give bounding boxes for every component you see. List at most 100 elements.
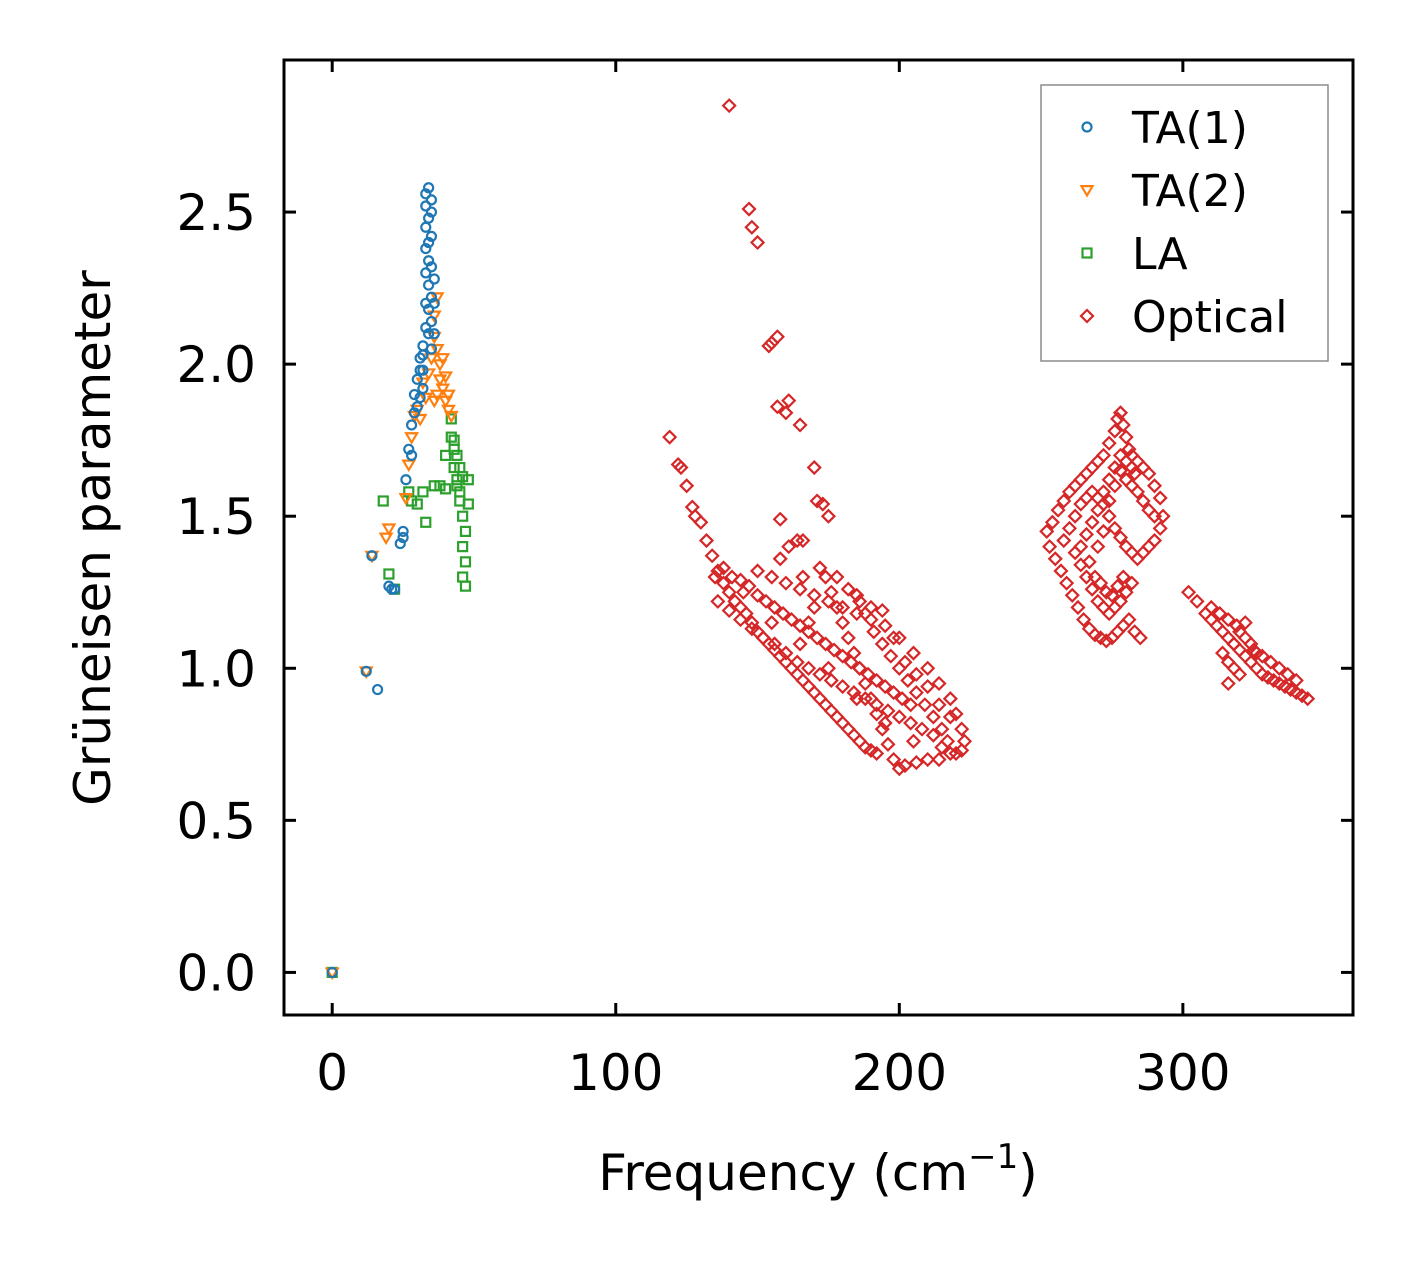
data-point-la [440, 449, 452, 461]
data-point-ta1 [403, 443, 415, 455]
data-point-optical [914, 721, 930, 737]
data-point-optical [744, 615, 760, 631]
data-point-optical [1050, 502, 1066, 518]
x-tick-label: 200 [852, 1044, 947, 1102]
data-point-optical [920, 678, 936, 695]
data-point-ta2 [441, 404, 456, 418]
data-point-la [451, 449, 463, 461]
data-point-ta2 [435, 353, 451, 366]
x-axis-label: Frequency (cm−1) [598, 1137, 1038, 1202]
data-point-optical [891, 709, 907, 725]
data-point-optical [920, 751, 936, 768]
data-point-optical [1254, 648, 1270, 664]
data-point-ta2 [398, 493, 414, 506]
data-point-optical [849, 587, 865, 603]
data-point-optical [1115, 417, 1131, 433]
data-point-ta1 [394, 537, 406, 550]
data-point-optical [1220, 612, 1236, 628]
data-point-ta1 [423, 328, 435, 340]
data-point-optical [874, 602, 890, 619]
data-point-optical [1095, 523, 1112, 539]
data-point-optical [1112, 593, 1129, 609]
data-point-optical [1090, 539, 1106, 555]
data-point-optical [869, 706, 885, 722]
data-point-optical [1226, 636, 1242, 652]
data-point-ta1 [428, 273, 440, 285]
data-point-optical [1271, 660, 1287, 676]
data-point-optical [840, 581, 856, 597]
data-point-ta2 [378, 532, 394, 546]
data-point-la [417, 486, 429, 498]
data-point-optical [1121, 612, 1137, 628]
data-point-optical [792, 636, 808, 652]
data-point-optical [772, 551, 788, 567]
data-point-ta1 [423, 279, 435, 291]
data-point-optical [877, 618, 893, 634]
y-tick-label: 1.5 [176, 488, 256, 546]
data-point-optical [1042, 539, 1058, 555]
data-point-optical [744, 219, 760, 235]
data-point-optical [1152, 520, 1168, 536]
data-point-ta1 [417, 382, 429, 395]
data-point-ta1 [388, 583, 401, 595]
data-point-optical [698, 532, 715, 549]
data-point-ta1 [420, 200, 432, 212]
data-point-ta1 [405, 449, 418, 461]
series-ta1 [326, 182, 440, 979]
data-point-la [457, 471, 469, 483]
data-point-optical [789, 532, 805, 549]
data-point-ta1 [383, 580, 395, 592]
data-point-optical [1118, 584, 1134, 600]
data-point-la [440, 483, 452, 495]
data-point-optical [1061, 520, 1078, 536]
data-point-optical [826, 642, 842, 658]
data-point-la [459, 525, 472, 538]
data-point-optical [1107, 459, 1123, 476]
data-point-ta2 [429, 389, 445, 403]
data-point-ta2 [381, 523, 397, 537]
data-point-optical [789, 654, 805, 670]
data-point-optical [1141, 466, 1157, 482]
data-point-optical [1090, 502, 1106, 518]
data-point-ta1 [423, 236, 435, 249]
data-point-optical [792, 581, 808, 597]
data-point-ta2 [401, 459, 417, 473]
data-point-optical [1101, 508, 1117, 524]
data-point-la [383, 568, 395, 580]
data-point-la [434, 480, 446, 492]
data-point-optical [835, 648, 851, 664]
data-point-optical [948, 745, 964, 761]
data-point-optical [1112, 405, 1129, 421]
data-point-optical [1243, 636, 1259, 652]
data-point-optical [869, 697, 885, 713]
data-point-optical [735, 584, 751, 600]
data-point-optical [1073, 496, 1089, 512]
data-point-ta1 [405, 419, 418, 431]
data-point-optical [877, 715, 893, 731]
data-point-ta1 [423, 255, 435, 267]
data-point-la [428, 480, 440, 492]
data-point-optical [829, 599, 845, 616]
data-point-la [411, 498, 423, 510]
y-tick-label: 0.5 [176, 792, 256, 850]
data-point-optical [781, 539, 797, 555]
data-point-optical [1220, 675, 1236, 692]
data-point-optical [662, 429, 678, 445]
data-point-optical [1110, 578, 1126, 594]
data-point-ta1 [417, 364, 429, 376]
data-point-optical [829, 569, 845, 585]
data-point-ta1 [425, 315, 438, 328]
data-point-optical [942, 709, 958, 725]
data-point-optical [1249, 645, 1265, 661]
data-point-optical [1112, 529, 1129, 546]
data-point-ta1 [408, 407, 421, 419]
data-point-optical [954, 721, 970, 737]
data-point-optical [1189, 593, 1205, 609]
data-point-optical [801, 624, 817, 640]
data-point-optical [1101, 472, 1117, 488]
data-point-optical [1095, 484, 1112, 500]
data-point-optical [721, 584, 737, 600]
data-point-optical [749, 587, 766, 603]
x-axis-label-main: Frequency (cm [598, 1144, 968, 1202]
legend-marker-optical [1079, 308, 1095, 324]
